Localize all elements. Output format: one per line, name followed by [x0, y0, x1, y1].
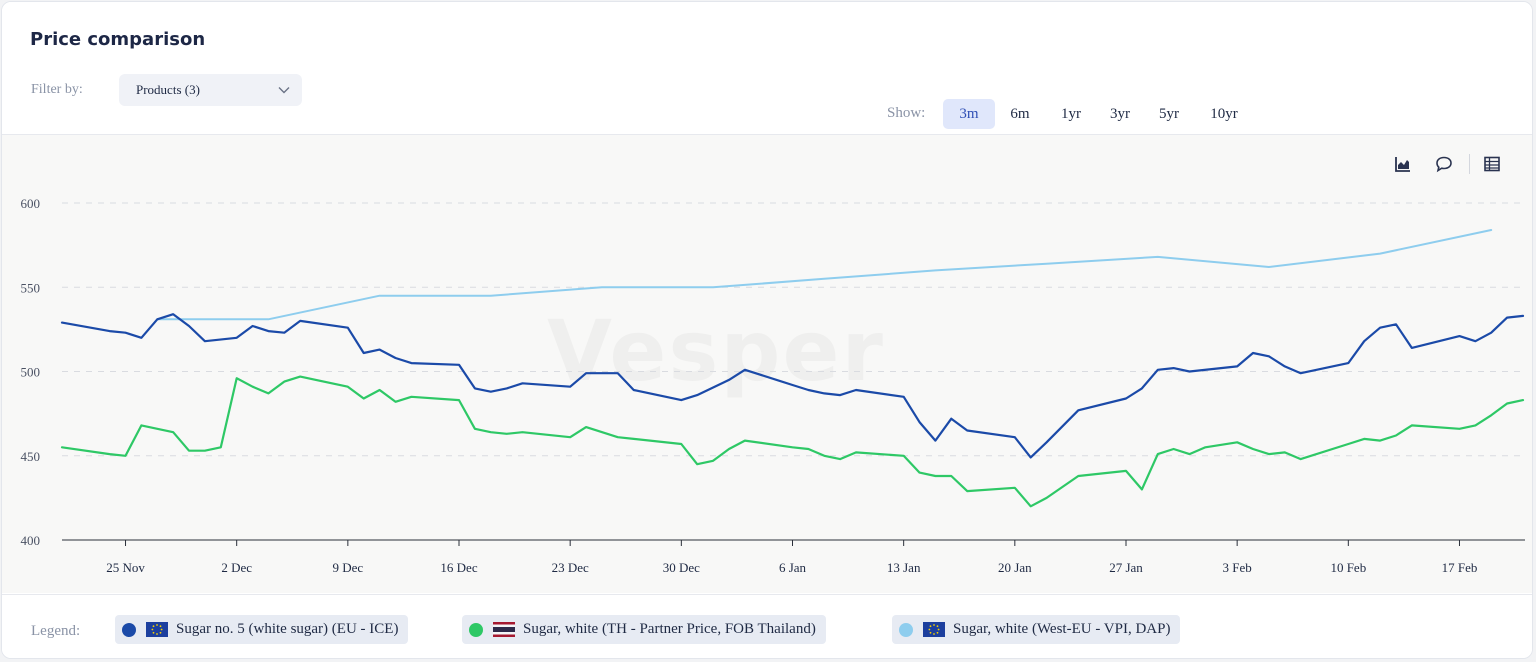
- table-icon[interactable]: [1482, 154, 1502, 174]
- chevron-down-icon: [278, 87, 290, 94]
- legend-item-thailand[interactable]: Sugar, white (TH - Partner Price, FOB Th…: [462, 615, 826, 644]
- toolbar-separator: [1469, 154, 1470, 174]
- x-tick-label: 2 Dec: [221, 560, 252, 575]
- x-tick-label: 6 Jan: [779, 560, 807, 575]
- x-tick-label: 9 Dec: [333, 560, 364, 575]
- x-tick-label: 10 Feb: [1330, 560, 1366, 575]
- y-tick-label: 450: [21, 449, 41, 464]
- series-color-dot: [899, 622, 913, 637]
- legend-item-label: Sugar, white (TH - Partner Price, FOB Th…: [523, 621, 816, 637]
- eu-flag-icon: [923, 622, 945, 637]
- chart-title: Price comparison: [30, 29, 206, 50]
- legend-item-eu-ice[interactable]: Sugar no. 5 (white sugar) (EU - ICE): [115, 615, 409, 644]
- series-line-thailand: [60, 375, 1525, 508]
- x-tick-label: 17 Feb: [1442, 560, 1478, 575]
- x-tick-label: 27 Jan: [1109, 560, 1143, 575]
- legend-item-label: Sugar, white (West-EU - VPI, DAP): [953, 621, 1171, 637]
- x-tick-label: 30 Dec: [663, 560, 700, 575]
- y-tick-label: 400: [21, 533, 41, 548]
- y-tick-label: 500: [21, 365, 41, 380]
- show-label: Show:: [887, 105, 926, 121]
- y-tick-label: 550: [21, 280, 41, 295]
- range-1yr-button[interactable]: 1yr: [1061, 106, 1081, 122]
- range-3yr-button[interactable]: 3yr: [1110, 106, 1130, 122]
- series-line-west-eu: [156, 229, 1493, 321]
- x-tick-label: 25 Nov: [106, 560, 145, 575]
- range-5yr-button[interactable]: 5yr: [1159, 106, 1179, 122]
- series-color-dot: [469, 622, 483, 637]
- legend-label: Legend:: [31, 623, 81, 639]
- series-color-dot: [122, 622, 136, 637]
- thailand-flag-icon: [493, 622, 515, 637]
- card-header: Price comparison Filter by: Products (3)…: [2, 2, 1532, 135]
- legend-item-west-eu[interactable]: Sugar, white (West-EU - VPI, DAP): [892, 615, 1181, 644]
- x-tick-label: 20 Jan: [998, 560, 1032, 575]
- plot-area: [2, 135, 1532, 593]
- x-tick-label: 23 Dec: [552, 560, 589, 575]
- series-line-eu-ice: [60, 313, 1525, 459]
- x-tick-label: 3 Feb: [1223, 560, 1252, 575]
- legend-item-label: Sugar no. 5 (white sugar) (EU - ICE): [176, 621, 399, 637]
- products-filter-dropdown[interactable]: Products (3): [119, 74, 302, 106]
- y-tick-label: 600: [21, 196, 41, 211]
- x-tick-label: 16 Dec: [440, 560, 477, 575]
- chart-type-icon[interactable]: [1393, 154, 1413, 174]
- products-filter-value: Products (3): [136, 82, 200, 97]
- eu-flag-icon: [146, 622, 168, 637]
- legend: Legend: Sugar no. 5 (white sugar) (EU - …: [2, 594, 1532, 658]
- range-6m-button[interactable]: 6m: [1010, 106, 1030, 122]
- filter-label: Filter by:: [31, 82, 83, 97]
- range-3m-button[interactable]: 3m: [943, 99, 995, 129]
- range-10yr-button[interactable]: 10yr: [1210, 106, 1238, 122]
- x-tick-label: 13 Jan: [887, 560, 921, 575]
- comment-icon[interactable]: [1434, 154, 1454, 174]
- price-line-chart: 400 450 500 550 600 25 Nov 2 Dec 9 Dec 16 Dec 23 …: [21, 196, 1525, 575]
